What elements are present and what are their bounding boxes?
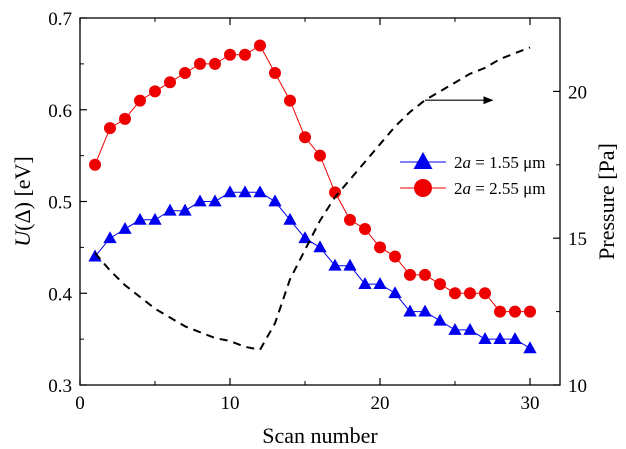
legend-label: 2a = 2.55 μm (454, 179, 545, 198)
triangle-point (373, 277, 387, 289)
circle-point (314, 149, 326, 162)
circle-point (494, 305, 506, 318)
triangle-point (223, 185, 237, 198)
circle-point (209, 57, 221, 70)
y-tick-label: 0.5 (48, 193, 72, 214)
legend-label: 2a = 1.55 μm (454, 153, 545, 172)
circle-point (329, 186, 341, 199)
triangle-point (448, 322, 462, 335)
circle-point (254, 39, 266, 52)
triangle-point (178, 203, 192, 216)
triangle-point (103, 231, 117, 244)
triangle-point (478, 332, 492, 345)
y-tick-label: 0.4 (48, 284, 72, 305)
y-axis-label: U(Δ) [eV] (10, 156, 35, 247)
x-tick-label: 30 (521, 393, 540, 414)
y2-axis-label: Pressure [Pa] (594, 143, 619, 260)
circle-point (449, 287, 461, 300)
circle-point (524, 305, 536, 318)
circle-point (389, 250, 401, 263)
circle-point (509, 305, 521, 318)
triangle-point (298, 231, 312, 244)
triangle-point (313, 240, 327, 253)
triangle-point (418, 304, 432, 317)
triangle-point (403, 304, 417, 317)
triangle-point (343, 258, 357, 271)
circle-point (284, 94, 296, 107)
x-axis-label: Scan number (262, 423, 378, 448)
legend: 2a = 1.55 μm 2a = 2.55 μm (400, 152, 545, 198)
circle-point (149, 85, 161, 98)
circle-point (374, 241, 386, 254)
circle-point (224, 48, 236, 61)
pressure-dashed-line (94, 46, 531, 351)
circle-point (359, 223, 371, 236)
triangle-point (193, 194, 207, 207)
y-tick-label: 0.6 (48, 101, 72, 122)
y2-tick-label: 15 (568, 229, 587, 250)
circle-point (119, 112, 131, 125)
triangle-point (508, 332, 522, 345)
x-tick-label: 20 (371, 393, 390, 414)
circle-point (404, 268, 416, 281)
circle-point (134, 94, 146, 107)
triangle-point (238, 185, 252, 198)
circle-point (464, 287, 476, 300)
series-1 (88, 185, 537, 354)
triangle-point (88, 249, 102, 262)
triangle-point (253, 185, 267, 198)
circle-point (179, 67, 191, 80)
circle-point (269, 67, 281, 80)
series-layer (88, 39, 537, 354)
triangle-point (388, 286, 402, 299)
plot-border (79, 17, 561, 386)
circle-point (239, 48, 251, 61)
legend-circle-marker (414, 179, 432, 197)
triangle-point (358, 277, 372, 289)
x-tick-label: 0 (75, 393, 85, 414)
circle-point (164, 76, 176, 89)
triangle-point (268, 194, 282, 207)
triangle-point (148, 212, 162, 225)
circle-point (299, 131, 311, 144)
triangle-point (463, 322, 477, 335)
y2-tick-label: 20 (568, 82, 587, 103)
circle-point (89, 158, 101, 171)
y-axis-label-rest: (Δ) [eV] (10, 156, 35, 231)
y-axis-label-symbol: U (10, 229, 35, 247)
circle-point (194, 57, 206, 70)
circle-point (104, 122, 116, 135)
plot-frame (79, 17, 561, 386)
series-2 (89, 39, 536, 318)
circle-point (434, 278, 446, 291)
circle-point (419, 268, 431, 281)
y2-tick-label: 10 (568, 376, 587, 397)
triangle-point (118, 222, 132, 234)
triangle-point (133, 212, 147, 225)
circle-point (479, 287, 491, 300)
y-tick-label: 0.7 (48, 9, 72, 30)
circle-point (344, 213, 356, 226)
triangle-point (328, 258, 342, 271)
series-line (94, 191, 531, 349)
axes-ticks: 0 10 20 30 0.3 0.4 0.5 0.6 0.7 10 15 20 (48, 9, 587, 414)
x-tick-label: 10 (221, 393, 240, 414)
triangle-point (433, 313, 447, 326)
triangle-point (283, 212, 297, 225)
y-tick-label: 0.3 (48, 376, 72, 397)
triangle-point (208, 194, 222, 207)
triangle-point (163, 203, 177, 216)
triangle-point (493, 332, 507, 345)
triangle-point (523, 341, 537, 354)
legend-triangle-marker (413, 152, 433, 169)
